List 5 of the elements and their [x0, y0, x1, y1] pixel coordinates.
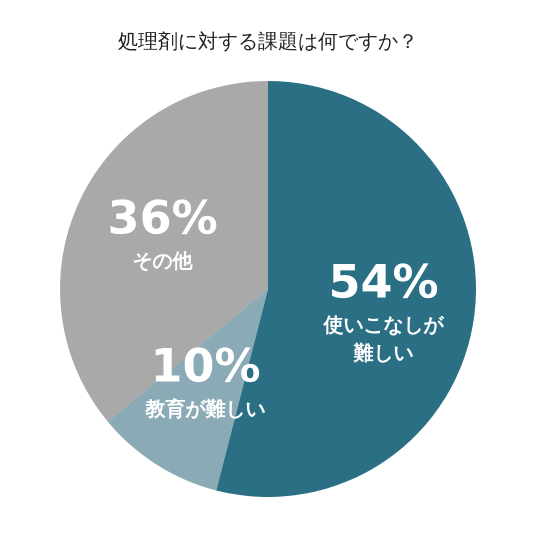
- slice-label: その他: [132, 248, 194, 272]
- data-label: 54%: [328, 254, 439, 309]
- data-label: 36%: [108, 190, 218, 244]
- chart-title: 処理剤に対する課題は何ですか？: [117, 28, 419, 55]
- slice-label: 使いこなしが難しい: [322, 312, 445, 365]
